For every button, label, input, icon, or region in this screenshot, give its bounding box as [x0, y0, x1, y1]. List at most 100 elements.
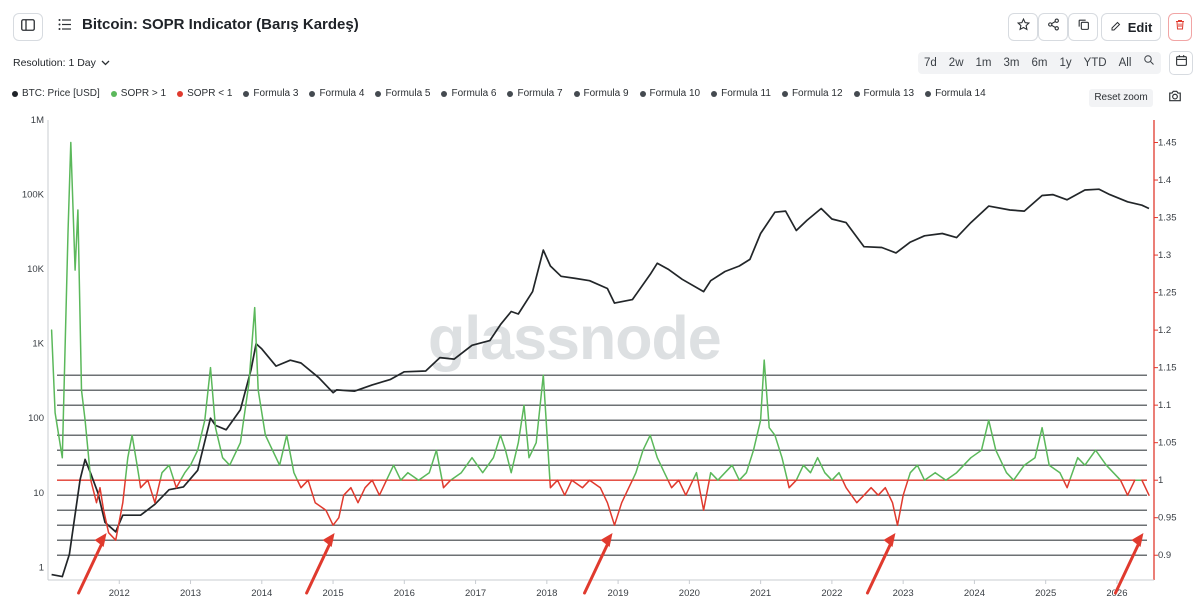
x-tick-label: 2020: [679, 588, 700, 599]
legend-label: Formula 13: [863, 88, 915, 99]
legend-label: SOPR > 1: [120, 88, 167, 99]
legend-dot-icon: [925, 90, 932, 97]
legend-dot-icon: [507, 90, 514, 97]
legend-item[interactable]: Formula 12: [781, 88, 843, 99]
annotation-arrow-head: [94, 533, 107, 547]
x-tick-label: 2023: [893, 588, 914, 599]
x-tick-label: 2024: [964, 588, 985, 599]
legend-label: Formula 3: [253, 88, 299, 99]
range-ytd[interactable]: YTD: [1083, 57, 1107, 69]
y-right-tick-label: 1.35: [1158, 213, 1177, 224]
legend-dot-icon: [711, 90, 718, 97]
reset-zoom-button[interactable]: Reset zoom: [1089, 89, 1153, 107]
legend-label: Formula 4: [319, 88, 365, 99]
range-1m[interactable]: 1m: [975, 57, 992, 69]
range-3m[interactable]: 3m: [1003, 57, 1020, 69]
legend-dot-icon: [853, 90, 860, 97]
range-1y[interactable]: 1y: [1059, 57, 1072, 69]
legend-dot-icon: [573, 90, 580, 97]
share-button[interactable]: [1038, 13, 1068, 41]
watermark: glassnode: [428, 304, 722, 372]
sopr-below-one-line: [90, 479, 1150, 541]
annotation-arrow-head: [883, 533, 896, 547]
y-left-tick-label: 100: [28, 413, 44, 424]
legend-item[interactable]: Formula 10: [639, 88, 701, 99]
legend-label: Formula 14: [935, 88, 986, 99]
y-right-tick-label: 0.95: [1158, 513, 1177, 524]
legend-dot-icon: [639, 90, 646, 97]
trash-icon: [1174, 18, 1186, 36]
y-right-tick-label: 1.45: [1158, 138, 1177, 149]
legend-dot-icon: [110, 90, 117, 97]
legend-dot-icon: [309, 90, 316, 97]
top-bar: Bitcoin: SOPR Indicator (Barış Kardeş) E…: [0, 0, 1200, 50]
x-tick-label: 2026: [1106, 588, 1127, 599]
range-all[interactable]: All: [1118, 57, 1132, 69]
legend-label: Formula 10: [649, 88, 701, 99]
legend-item[interactable]: SOPR < 1: [177, 88, 232, 99]
legend-dot-icon: [243, 90, 250, 97]
legend-item[interactable]: Formula 5: [375, 88, 430, 99]
y-left-tick-label: 10: [33, 488, 44, 499]
legend-item[interactable]: SOPR > 1: [110, 88, 167, 99]
y-right-tick-label: 1.4: [1158, 175, 1171, 186]
legend-label: BTC: Price [USD]: [22, 88, 100, 99]
edit-button[interactable]: Edit: [1101, 13, 1161, 41]
date-picker-button[interactable]: [1169, 51, 1193, 75]
legend-item[interactable]: BTC: Price [USD]: [12, 88, 100, 99]
range-7d[interactable]: 7d: [924, 57, 937, 69]
annotation-arrow-shaft: [77, 538, 106, 595]
calendar-icon: [1175, 54, 1188, 72]
range-6m[interactable]: 6m: [1031, 57, 1048, 69]
y-right-tick-label: 1: [1158, 475, 1163, 486]
pencil-icon: [1110, 20, 1122, 35]
favorite-button[interactable]: [1008, 13, 1038, 41]
y-right-tick-label: 1.2: [1158, 325, 1171, 336]
export-image-button[interactable]: [1166, 90, 1184, 106]
zoom-search-icon[interactable]: [1137, 52, 1161, 74]
star-icon: [1016, 17, 1030, 36]
legend-item[interactable]: Formula 13: [853, 88, 915, 99]
x-tick-label: 2015: [322, 588, 343, 599]
sidebar-toggle-button[interactable]: [13, 13, 43, 41]
legend-item[interactable]: Formula 6: [441, 88, 496, 99]
range-2w[interactable]: 2w: [948, 57, 964, 69]
annotation-arrow-shaft: [305, 538, 334, 595]
legend-dot-icon: [441, 90, 448, 97]
legend-label: Formula 11: [721, 88, 771, 99]
annotation-arrow-shaft: [583, 538, 612, 595]
filter-list-icon[interactable]: [58, 18, 72, 36]
y-left-tick-label: 1K: [32, 339, 44, 350]
legend-item[interactable]: Formula 9: [573, 88, 629, 99]
copy-icon: [1077, 18, 1090, 36]
x-tick-label: 2021: [750, 588, 771, 599]
x-tick-label: 2018: [536, 588, 557, 599]
y-right-tick-label: 1.25: [1158, 288, 1177, 299]
y-right-tick-label: 1.15: [1158, 363, 1177, 374]
duplicate-button[interactable]: [1068, 13, 1098, 41]
y-right-tick-label: 1.05: [1158, 438, 1177, 449]
annotation-arrow-shaft: [1113, 538, 1142, 595]
resolution-dropdown[interactable]: Resolution: 1 Day: [13, 57, 110, 69]
y-right-tick-label: 1.1: [1158, 400, 1171, 411]
x-tick-label: 2012: [109, 588, 130, 599]
delete-button[interactable]: [1168, 13, 1192, 41]
legend-item[interactable]: Formula 4: [309, 88, 364, 99]
legend-label: Formula 12: [791, 88, 843, 99]
legend-item[interactable]: Formula 7: [507, 88, 563, 99]
legend-item[interactable]: Formula 11: [711, 88, 771, 99]
legend-dot-icon: [12, 90, 18, 97]
page-title: Bitcoin: SOPR Indicator (Barış Kardeş): [82, 16, 359, 33]
x-tick-label: 2013: [180, 588, 201, 599]
y-left-tick-label: 10K: [27, 264, 45, 275]
sidebar-icon: [21, 18, 35, 36]
camera-icon: [1168, 89, 1182, 107]
sopr-above-one-line: [50, 141, 1143, 481]
legend-label: Formula 5: [385, 88, 431, 99]
chevron-down-icon: [101, 57, 110, 69]
legend-label: Formula 9: [583, 88, 629, 99]
edit-label: Edit: [1127, 19, 1153, 35]
range-selector: 7d 2w 1m 3m 6m 1y YTD All: [918, 52, 1162, 74]
legend-item[interactable]: Formula 14: [925, 88, 986, 99]
legend-item[interactable]: Formula 3: [243, 88, 298, 99]
